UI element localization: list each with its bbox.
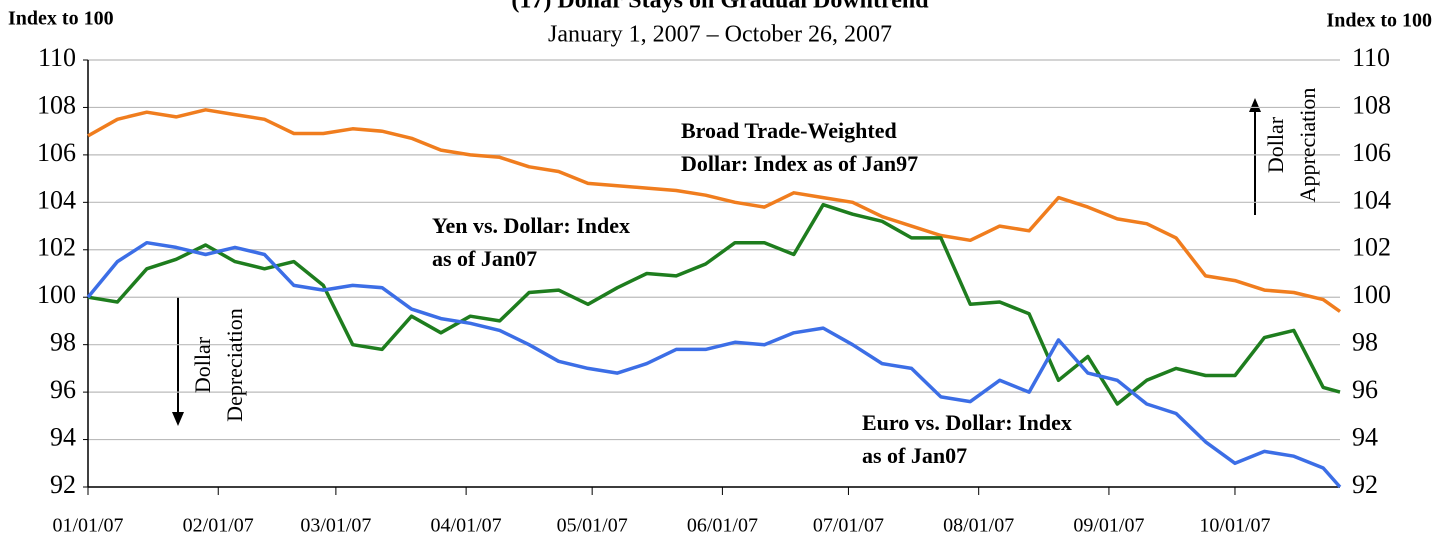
y-tick-label: 110 — [38, 43, 76, 72]
y2-tick-label: 108 — [1352, 90, 1391, 119]
y2-tick-label: 98 — [1352, 328, 1378, 357]
x-tick-label: 02/01/07 — [183, 515, 254, 537]
x-tick-label: 07/01/07 — [813, 515, 884, 537]
y-axis-label: Index to 100 — [8, 8, 114, 30]
y2-tick-label: 94 — [1352, 423, 1378, 452]
annotation: Yen vs. Dollar: Index — [432, 213, 630, 238]
y2-tick-label: 92 — [1352, 470, 1378, 499]
chart-title: (17) Dollar Stays on Gradual Downtrend — [511, 0, 929, 14]
x-tick-label: 03/01/07 — [300, 515, 371, 537]
y2-tick-label: 100 — [1352, 280, 1391, 309]
y2-tick-label: 102 — [1352, 233, 1391, 262]
annotation: Broad Trade-Weighted — [681, 118, 897, 143]
annotation: Euro vs. Dollar: Index — [862, 410, 1072, 435]
x-tick-label: 04/01/07 — [431, 515, 502, 537]
y-tick-label: 98 — [50, 328, 76, 357]
x-tick-label: 05/01/07 — [557, 515, 628, 537]
x-tick-label: 10/01/07 — [1199, 515, 1270, 537]
y-tick-label: 94 — [50, 423, 76, 452]
arrowhead-up — [1249, 98, 1261, 112]
y2-tick-label: 96 — [1352, 375, 1378, 404]
y-tick-label: 96 — [50, 375, 76, 404]
y2-tick-label: 104 — [1352, 185, 1391, 214]
annotation: as of Jan07 — [432, 246, 537, 271]
x-tick-label: 09/01/07 — [1073, 515, 1144, 537]
y2-tick-label: 106 — [1352, 138, 1391, 167]
annotation: Depreciation — [222, 308, 247, 422]
y2-tick-label: 110 — [1352, 43, 1390, 72]
x-tick-label: 08/01/07 — [943, 515, 1014, 537]
y-tick-label: 106 — [37, 138, 76, 167]
annotation: Dollar — [190, 336, 215, 393]
y-tick-label: 104 — [37, 185, 76, 214]
chart-subtitle: January 1, 2007 – October 26, 2007 — [548, 22, 892, 48]
series-line — [87, 202, 1341, 406]
y2-axis-label: Index to 100 — [1326, 10, 1432, 32]
y-tick-label: 108 — [37, 90, 76, 119]
x-tick-label: 06/01/07 — [687, 515, 758, 537]
annotation: Appreciation — [1295, 88, 1320, 203]
arrowhead-down — [172, 412, 184, 426]
x-tick-label: 01/01/07 — [52, 515, 123, 537]
series-line — [87, 108, 1342, 313]
annotation: Dollar — [1263, 116, 1288, 173]
y-tick-label: 102 — [37, 233, 76, 262]
y-tick-label: 92 — [50, 470, 76, 499]
annotation: Dollar: Index as of Jan97 — [681, 151, 918, 176]
series-line — [86, 240, 1342, 489]
annotation: as of Jan07 — [862, 443, 967, 468]
y-tick-label: 100 — [37, 280, 76, 309]
